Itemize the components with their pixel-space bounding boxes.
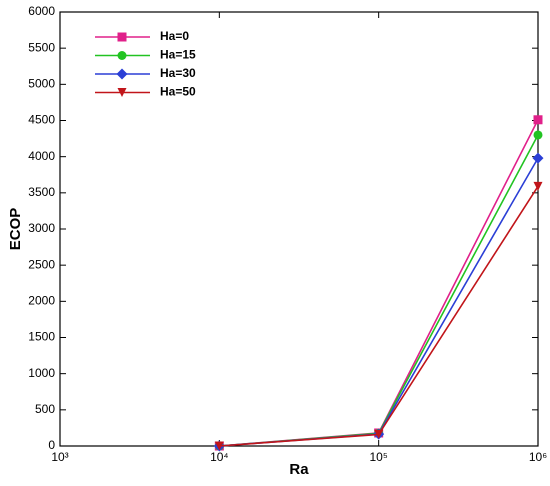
x-tick-label: 10⁵ — [370, 450, 388, 464]
x-tick-label: 10⁴ — [210, 450, 229, 464]
legend-marker — [117, 88, 127, 97]
plot-frame — [59, 11, 539, 447]
x-axis-label: Ra — [289, 461, 309, 478]
x-tick-label: 10³ — [51, 450, 68, 464]
series-line — [219, 134, 539, 447]
y-tick-label: 6000 — [28, 4, 55, 18]
legend-marker — [117, 32, 127, 42]
y-tick-label: 1000 — [28, 366, 55, 380]
y-tick-label: 5000 — [28, 77, 55, 91]
data-point — [374, 429, 384, 439]
y-axis-label: ECOP — [7, 208, 24, 251]
legend-marker — [116, 68, 128, 80]
data-point — [533, 115, 543, 125]
y-tick-label: 4000 — [28, 149, 55, 163]
y-tick-label: 4500 — [28, 113, 55, 127]
x-tick-label: 10⁶ — [529, 450, 547, 464]
y-tick-label: 1500 — [28, 330, 55, 344]
y-tick-label: 5500 — [28, 40, 55, 54]
legend-label: Ha=0 — [160, 29, 189, 43]
data-point — [533, 181, 543, 191]
legend-label: Ha=50 — [160, 85, 196, 99]
y-tick-label: 500 — [35, 402, 55, 416]
data-point — [214, 441, 224, 451]
legend-label: Ha=15 — [160, 48, 196, 62]
legend-marker — [117, 51, 127, 60]
y-tick-label: 3500 — [28, 185, 55, 199]
series-line — [219, 119, 539, 447]
series-line — [219, 157, 539, 447]
y-tick-label: 3000 — [28, 221, 55, 235]
data-point — [532, 152, 544, 164]
y-tick-label: 2500 — [28, 257, 55, 271]
y-tick-label: 0 — [48, 438, 55, 452]
data-point — [533, 130, 543, 140]
y-tick-label: 2000 — [28, 294, 55, 308]
legend-label: Ha=30 — [160, 66, 196, 80]
